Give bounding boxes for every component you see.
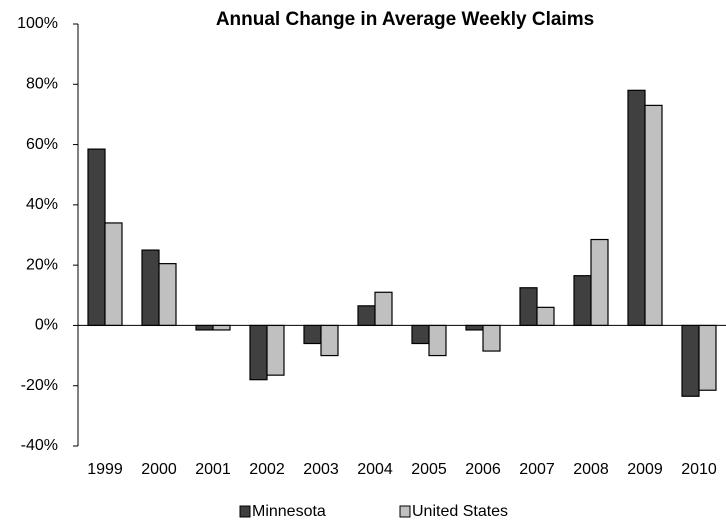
bar [212,324,231,331]
y-tick-label: 20% [26,256,58,273]
x-tick-label: 2001 [195,461,231,478]
x-tick-label: 2003 [303,461,339,478]
x-tick-label: 2000 [141,461,177,478]
bar [195,324,214,331]
bar [482,324,501,352]
x-tick-label: 2002 [249,461,285,478]
bar [644,104,663,327]
bar [141,249,160,327]
x-tick-label: 2009 [627,461,663,478]
x-tick-label: 2008 [573,461,609,478]
bar [87,148,106,327]
legend-swatch [399,505,411,518]
y-tick-label: -40% [21,437,58,454]
bar [627,89,646,327]
bar [320,324,339,357]
y-tick-label: 40% [26,196,58,213]
bar [357,305,376,327]
legend-label: Minnesota [252,503,326,520]
x-tick-label: 2005 [411,461,447,478]
bar [266,324,285,376]
y-tick-label: 100% [17,15,58,32]
x-tick-label: 1999 [87,461,123,478]
bar [573,275,592,327]
bar [303,324,322,345]
bar [104,222,123,327]
x-tick-label: 2004 [357,461,393,478]
bar [249,324,268,381]
bar [465,324,484,331]
bar [158,263,177,327]
y-tick-label: 60% [26,136,58,153]
chart-title: Annual Change in Average Weekly Claims [216,9,594,30]
bar [681,324,700,397]
bar [374,291,393,327]
x-tick-label: 2006 [465,461,501,478]
bar [411,324,430,345]
legend-swatch [239,505,251,518]
y-tick-label: 0% [35,317,58,334]
y-tick-label: -20% [21,377,58,394]
bar [590,238,609,327]
bar [536,306,555,327]
legend-label: United States [412,503,508,520]
x-tick-label: 2010 [681,461,717,478]
bar [698,324,717,391]
bar [428,324,447,357]
y-tick-label: 80% [26,76,58,93]
bar [519,287,538,327]
x-tick-label: 2007 [519,461,555,478]
